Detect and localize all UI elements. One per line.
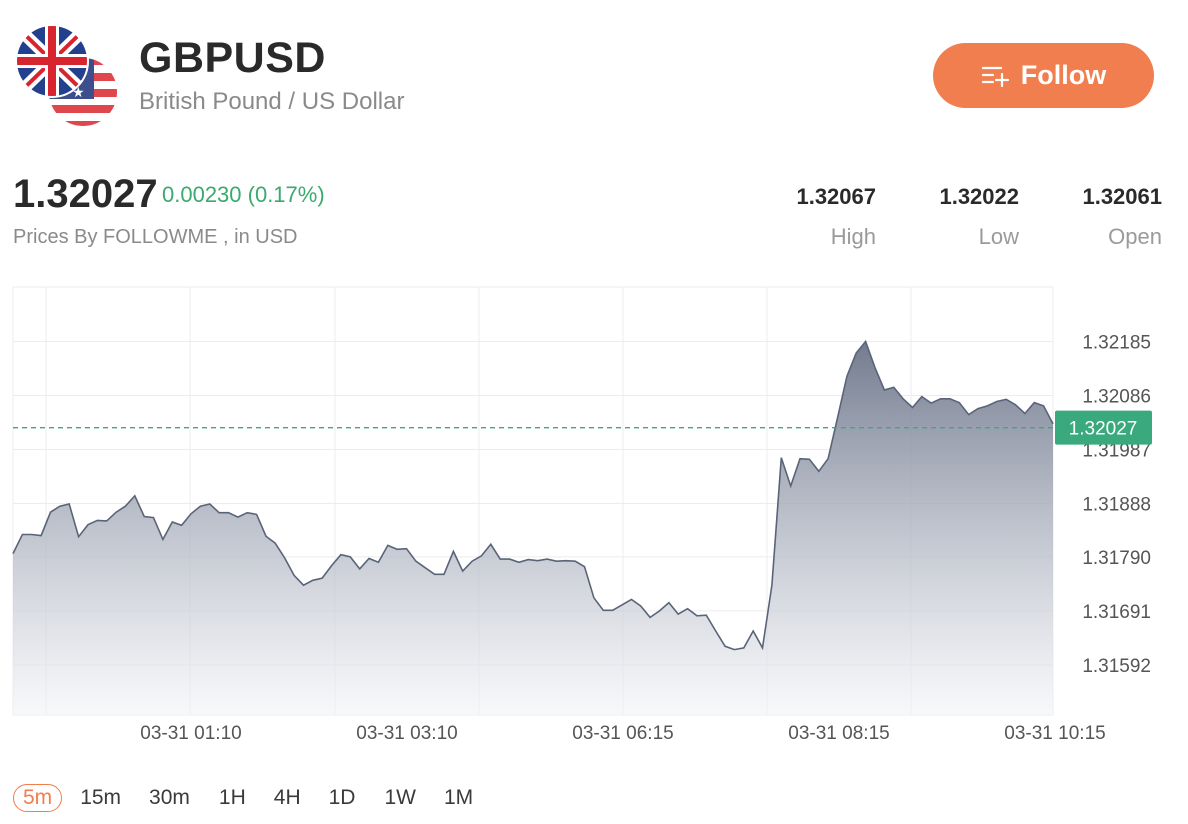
timeframe-30m[interactable]: 30m — [149, 786, 190, 809]
price-area — [13, 341, 1053, 715]
stat-low-label: Low — [978, 224, 1019, 249]
stat-low-value: 1.32022 — [939, 184, 1019, 209]
stat-high-value: 1.32067 — [796, 184, 876, 209]
y-tick-label: 1.31691 — [1082, 602, 1151, 623]
current-price: 1.32027 — [13, 172, 158, 216]
timeframe-1d[interactable]: 1D — [328, 786, 356, 809]
follow-button-label: Follow — [1020, 60, 1107, 90]
y-tick-label: 1.31987 — [1082, 440, 1151, 461]
stat-high-label: High — [830, 224, 876, 249]
timeframe-1h[interactable]: 1H — [218, 786, 246, 809]
timeframe-1m[interactable]: 1M — [443, 786, 474, 809]
currency-pair-flags: ★ — [14, 24, 120, 128]
timeframe-1w[interactable]: 1W — [384, 786, 416, 809]
current-price-tag-label: 1.32027 — [1069, 419, 1138, 440]
x-tick-label: 03-31 03:10 — [356, 723, 457, 744]
timeframe-4h[interactable]: 4H — [273, 786, 301, 809]
price-line — [12, 339, 1054, 651]
x-tick-label: 03-31 10:15 — [1004, 723, 1105, 744]
x-tick-label: 03-31 01:10 — [140, 723, 241, 744]
price-chart[interactable]: 1.32185 1.32086 1.31987 1.31888 1.31790 1.316… — [0, 285, 1188, 760]
stat-open-value: 1.32061 — [1082, 184, 1162, 209]
y-tick-label: 1.32086 — [1082, 386, 1151, 407]
y-tick-label: 1.31888 — [1082, 494, 1151, 515]
timeframe-selector: 5m 15m 30m 1H 4H 1D 1W 1M — [13, 782, 473, 814]
timeframe-5m[interactable]: 5m — [13, 784, 63, 812]
symbol-title: GBPUSD — [139, 34, 326, 82]
current-price-tag — [1055, 410, 1152, 445]
stat-open-label: Open — [1108, 224, 1162, 249]
stat-open: 1.32061 Open — [1082, 184, 1162, 250]
follow-list-plus-icon — [981, 66, 1009, 87]
y-tick-label: 1.31592 — [1082, 656, 1151, 677]
price-change: 0.00230 (0.17%) — [162, 182, 325, 207]
x-tick-label: 03-31 06:15 — [572, 723, 673, 744]
stat-low: 1.32022 Low — [939, 184, 1019, 250]
timeframe-15m[interactable]: 15m — [80, 786, 122, 809]
price-source: Prices By FOLLOWME , in USD — [13, 226, 298, 248]
follow-button[interactable]: Follow — [933, 43, 1154, 108]
stat-high: 1.32067 High — [796, 184, 876, 250]
y-tick-label: 1.32185 — [1082, 333, 1151, 354]
y-tick-label: 1.31790 — [1082, 548, 1151, 569]
x-tick-label: 03-31 08:15 — [788, 723, 889, 744]
symbol-name: British Pound / US Dollar — [139, 88, 405, 115]
